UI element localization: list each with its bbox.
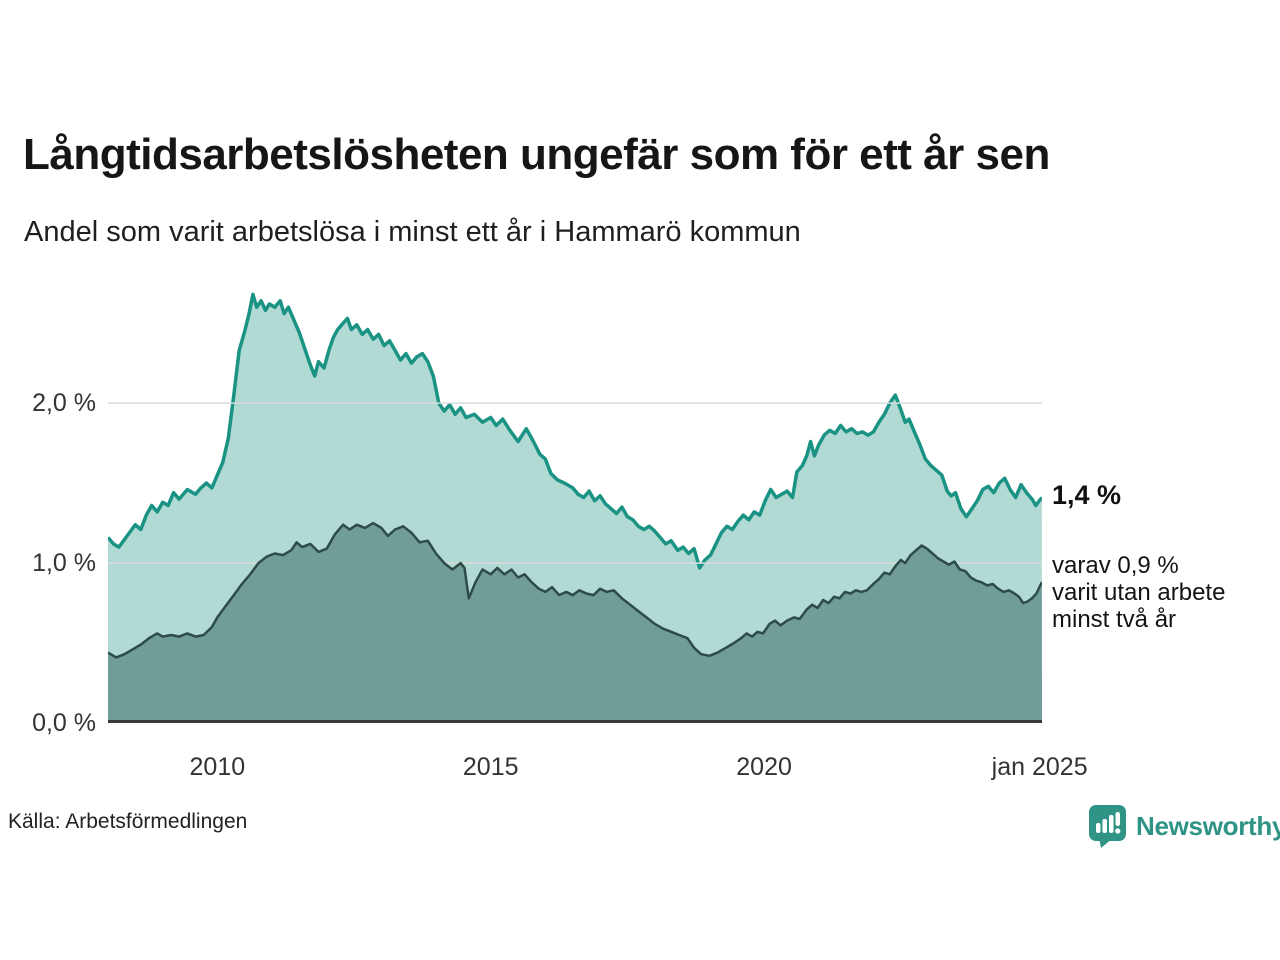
series-twoyear-area xyxy=(108,523,1042,723)
newsworthy-logo: Newsworthy xyxy=(1088,804,1280,848)
x-tick-label: 2020 xyxy=(736,753,792,781)
series-twoyear-line xyxy=(108,521,1042,659)
source-attribution: Källa: Arbetsförmedlingen xyxy=(8,810,248,833)
y-tick-label: 0,0 % xyxy=(32,709,96,737)
annotation-line-3: minst två år xyxy=(1052,606,1177,633)
x-tick-label: 2010 xyxy=(189,753,246,781)
annotation-line-2: varit utan arbete xyxy=(1052,579,1226,606)
newsworthy-wordmark: Newsworthy xyxy=(1136,810,1280,841)
chart-title: Långtidsarbetslösheten ungefär som för e… xyxy=(23,130,1050,179)
secondary-annotation: varav 0,9 % varit utan arbete minst två … xyxy=(1052,552,1225,633)
annotation-line-1: varav 0,9 % xyxy=(1052,552,1179,579)
x-tick-label: jan 2025 xyxy=(991,753,1088,781)
newsworthy-bubble-icon xyxy=(1089,805,1126,848)
x-tick-label: 2015 xyxy=(462,753,519,781)
latest-value-label: 1,4 % xyxy=(1052,480,1122,510)
y-tick-label: 2,0 % xyxy=(32,389,96,418)
y-tick-label: 1,0 % xyxy=(32,549,96,578)
area-chart xyxy=(108,292,1042,723)
chart-subtitle: Andel som varit arbetslösa i minst ett å… xyxy=(24,216,801,248)
series-total-line xyxy=(108,292,1042,570)
